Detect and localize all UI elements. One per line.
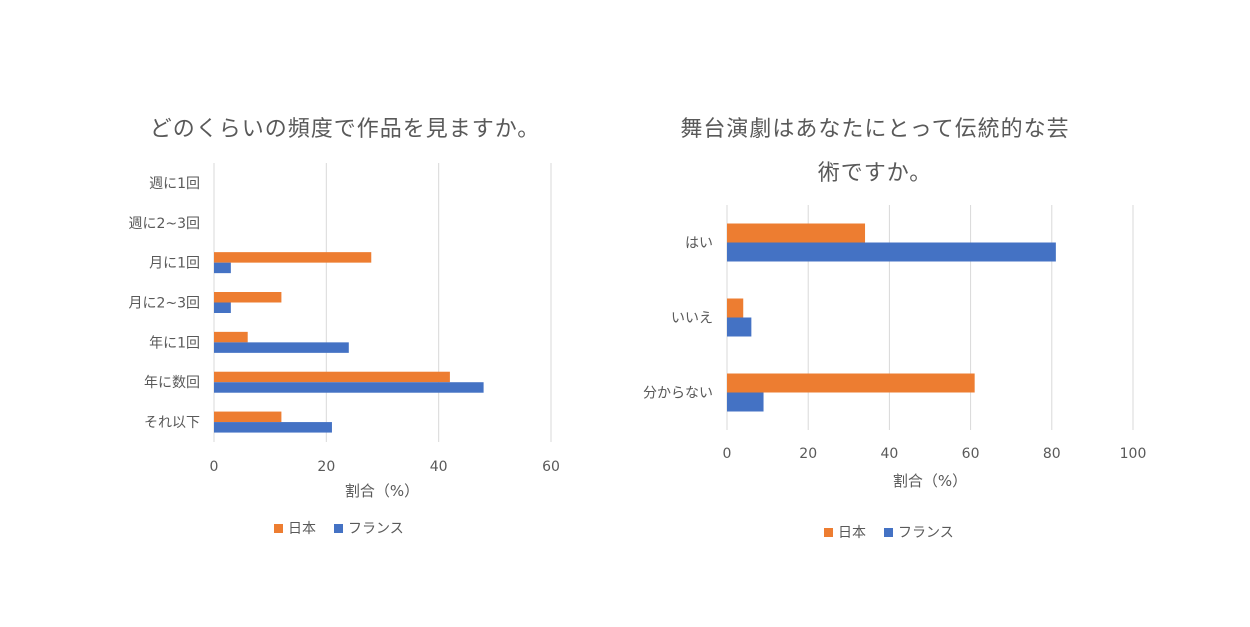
x-tick-label: 0 xyxy=(210,459,219,475)
chart-title: 舞台演劇はあなたにとって伝統的な芸 術ですか。 xyxy=(645,108,1105,196)
x-tick-label: 60 xyxy=(542,459,560,475)
bar-france xyxy=(214,342,349,353)
bar-france xyxy=(214,262,231,274)
bar-japan xyxy=(214,292,282,303)
bar-france xyxy=(214,382,484,393)
x-tick-label: 20 xyxy=(799,446,817,462)
legend-label-japan: 日本 xyxy=(838,525,866,541)
bar-france xyxy=(214,302,231,313)
x-tick-label: 20 xyxy=(317,459,335,475)
legend-swatch-france xyxy=(334,524,343,533)
x-axis-label: 割合（%） xyxy=(345,482,419,500)
legend-label-france: フランス xyxy=(348,521,404,537)
x-tick-label: 60 xyxy=(962,446,980,462)
category-label: いいえ xyxy=(671,311,713,327)
chart-title-line-2: 術ですか。 xyxy=(817,161,933,186)
bar-japan xyxy=(214,411,282,423)
legend-swatch-japan xyxy=(274,524,283,533)
tradition-chart: 舞台演劇はあなたにとって伝統的な芸 術ですか。 0 20 40 60 80 100 割合（%… xyxy=(625,0,1250,627)
category-label: それ以下 xyxy=(144,415,200,431)
category-label: 年に数回 xyxy=(144,375,200,391)
bar-japan xyxy=(727,223,866,243)
bar-japan xyxy=(727,373,975,393)
frequency-chart-svg: 0 20 40 60 割合（%） 週に1回週に2~3回月に1回月に2~3回年に1回年に数回… xyxy=(128,163,560,537)
legend-label-japan: 日本 xyxy=(288,521,316,537)
x-axis-label: 割合（%） xyxy=(893,472,967,490)
bar-france xyxy=(727,392,764,412)
bar-japan xyxy=(214,252,372,263)
category-label: はい xyxy=(685,236,713,252)
frequency-chart: どのくらいの頻度で作品を見ますか。 0 20 40 60 割合（%） 週に1回週に2~3回… xyxy=(128,117,560,537)
category-label: 週に1回 xyxy=(149,176,200,192)
category-label: 年に1回 xyxy=(149,335,200,351)
chart-title-line-1: 舞台演劇はあなたにとって伝統的な芸 xyxy=(680,117,1070,142)
category-label: 分からない xyxy=(643,386,713,402)
bar-japan xyxy=(727,298,744,318)
category-label: 月に1回 xyxy=(149,256,200,272)
x-tick-label: 40 xyxy=(430,459,448,475)
x-tick-label: 0 xyxy=(723,446,732,462)
legend-label-france: フランス xyxy=(898,525,954,541)
bar-france xyxy=(214,422,332,433)
category-label: 月に2~3回 xyxy=(128,296,200,312)
chart-title: どのくらいの頻度で作品を見ますか。 xyxy=(149,117,541,142)
bar-france xyxy=(727,317,752,337)
x-tick-label: 40 xyxy=(880,446,898,462)
legend-swatch-france xyxy=(884,528,893,537)
legend-swatch-japan xyxy=(824,528,833,537)
bar-japan xyxy=(214,371,450,383)
bar-france xyxy=(727,242,1056,262)
bar-japan xyxy=(214,331,248,343)
category-label: 週に2~3回 xyxy=(128,216,200,232)
x-tick-label: 80 xyxy=(1043,446,1061,462)
x-tick-label: 100 xyxy=(1120,446,1147,462)
